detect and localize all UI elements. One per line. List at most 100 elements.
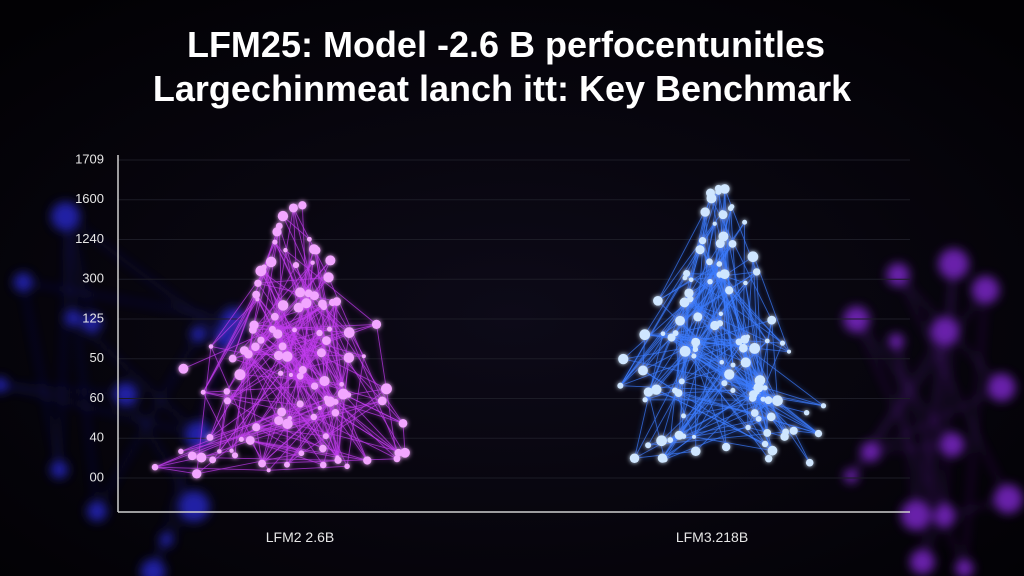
network-node <box>679 297 690 308</box>
network-edge <box>232 358 315 387</box>
network-node <box>296 372 304 380</box>
network-edge <box>302 262 314 371</box>
tick-label: 1240 <box>75 231 104 246</box>
network-node <box>293 302 304 313</box>
network-edge <box>298 249 315 308</box>
network-edge <box>155 466 269 471</box>
network-node <box>753 389 760 395</box>
network-node <box>200 389 206 395</box>
network-edge <box>243 350 324 466</box>
network-edge <box>693 400 778 438</box>
network-edge <box>227 302 307 402</box>
network-edge <box>250 439 302 454</box>
network-node <box>209 456 217 464</box>
tick-label: 50 <box>90 350 104 365</box>
background-edge <box>67 214 94 324</box>
network-node <box>721 442 731 452</box>
network-node <box>270 312 279 321</box>
network-node <box>238 436 244 442</box>
network-edge <box>294 329 322 354</box>
network-node <box>274 416 284 426</box>
network-edge <box>287 323 377 357</box>
title-line: Largechinmeat lanch itt: Key Benchmark <box>153 68 852 109</box>
network-node <box>295 287 306 298</box>
network-edge <box>732 390 766 445</box>
network-node <box>192 469 202 479</box>
network-edge <box>693 355 722 363</box>
network-edge <box>669 302 685 441</box>
background-node <box>955 559 974 576</box>
background-edge <box>850 289 987 477</box>
network-edge <box>196 346 212 474</box>
network-edge <box>719 243 754 395</box>
network-edge <box>255 403 301 428</box>
network-edge <box>693 355 768 434</box>
network-node <box>249 320 259 330</box>
network-edge <box>319 407 339 461</box>
background-node <box>933 505 956 528</box>
network-edge <box>678 390 733 394</box>
network-edge <box>154 466 197 475</box>
network-node <box>712 221 717 226</box>
background-edge <box>943 263 955 517</box>
network-edge <box>764 387 824 407</box>
network-node <box>208 344 214 349</box>
network-edge <box>623 358 759 388</box>
network-node <box>679 345 691 357</box>
network-node <box>331 408 340 417</box>
network-node <box>687 295 694 303</box>
network-node <box>401 450 407 455</box>
network-node <box>322 433 329 440</box>
network-edge <box>212 372 281 461</box>
network-edge <box>744 282 766 388</box>
network-node <box>693 312 703 322</box>
network-node <box>672 387 679 394</box>
network-node <box>272 227 282 237</box>
network-node <box>283 247 288 253</box>
tick-label: 40 <box>90 430 104 445</box>
background-edge <box>22 282 61 470</box>
network-edge <box>231 325 255 451</box>
network-node <box>254 279 262 287</box>
network-edge <box>747 427 773 451</box>
network-edge <box>286 452 302 466</box>
network-edge <box>756 391 773 451</box>
network-node <box>643 387 654 397</box>
network-node <box>617 382 624 389</box>
network-edge <box>280 357 349 374</box>
network-edge <box>249 440 270 471</box>
network-node <box>277 407 287 417</box>
network-edge <box>793 430 819 435</box>
network-edge <box>231 355 279 451</box>
network-edge <box>201 457 339 461</box>
network-node <box>217 449 222 454</box>
network-edge <box>718 263 734 366</box>
network-node <box>298 201 307 210</box>
background-edge <box>64 216 98 512</box>
network-node <box>675 315 685 326</box>
network-edge <box>642 334 646 371</box>
network-node <box>747 251 759 263</box>
network-edge <box>209 391 228 438</box>
network-node <box>730 362 736 368</box>
network-edge <box>254 324 350 334</box>
background-edge <box>72 317 200 436</box>
network-node <box>740 357 751 368</box>
network-node <box>234 369 246 381</box>
network-edge <box>323 306 350 333</box>
network-node <box>265 256 277 268</box>
background-edge <box>897 274 1010 500</box>
network-edge <box>656 389 766 445</box>
network-node <box>258 459 266 468</box>
network-node <box>345 392 352 398</box>
background-node <box>843 469 859 484</box>
network-node <box>767 445 778 456</box>
network-edge <box>335 412 399 454</box>
group-label: LFM3.218B <box>676 529 748 545</box>
background-edge <box>124 393 195 507</box>
network-edge <box>292 207 297 266</box>
network-edge <box>343 393 404 424</box>
network-node <box>718 231 729 242</box>
network-node <box>651 384 662 395</box>
network-edge <box>252 262 313 331</box>
